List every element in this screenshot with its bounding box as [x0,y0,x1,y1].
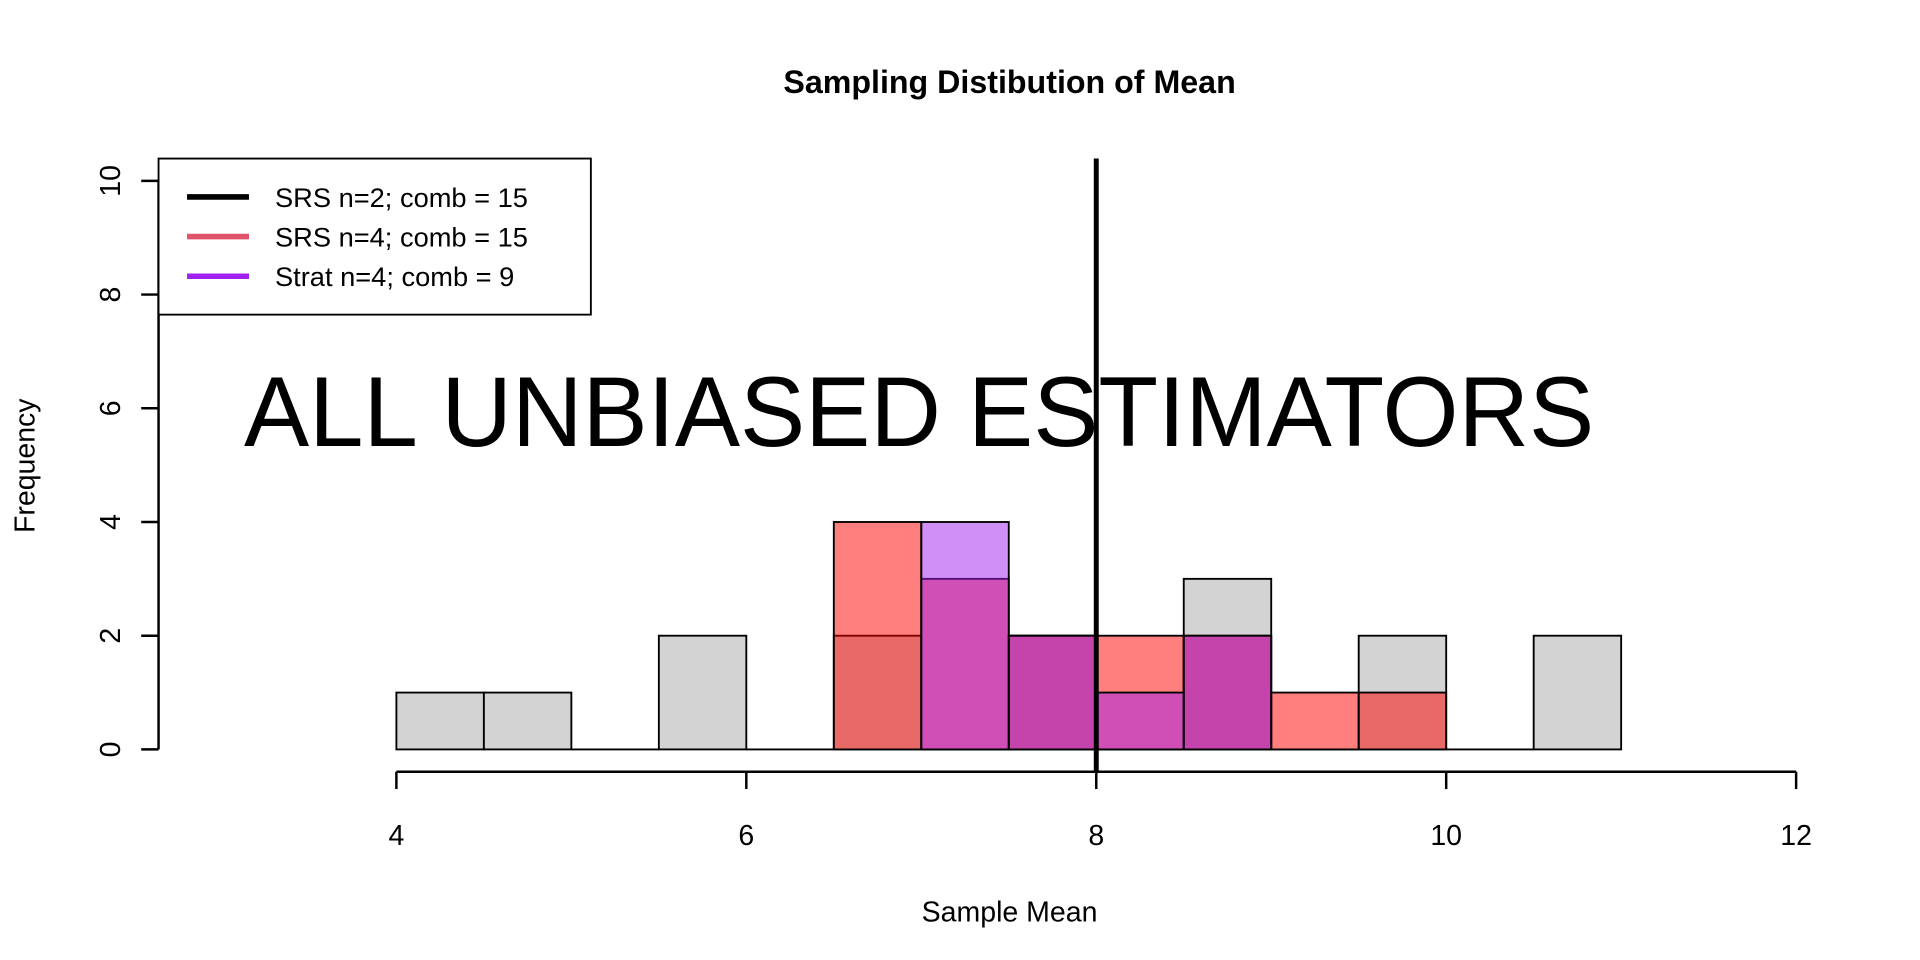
bar-series-1 [1270,691,1360,751]
legend-label: SRS n=4; comb = 15 [275,222,528,253]
bar-series-2 [1182,634,1273,751]
histogram-bars [395,521,1623,751]
x-tick-label: 4 [388,820,404,852]
bar-series-0 [657,634,748,751]
bar-series-0 [395,691,485,751]
x-axis-label: Sample Mean [922,897,1098,929]
annotation-text: ALL UNBIASED ESTIMATORS [244,356,1594,467]
bar-series-2 [920,521,1010,751]
bar-series-1 [1357,691,1448,751]
y-tick-label: 2 [95,628,127,644]
bar-series-2 [1095,691,1185,751]
x-tick-label: 6 [738,820,754,852]
x-tick-label: 10 [1430,820,1462,852]
y-tick-label: 4 [95,514,127,530]
bar-series-0 [1532,634,1623,751]
x-tick-label: 12 [1780,820,1812,852]
y-tick-label: 8 [95,287,127,303]
legend-label: Strat n=4; comb = 9 [275,261,514,292]
legend-label: SRS n=2; comb = 15 [275,182,528,213]
y-tick-label: 6 [95,400,127,416]
bar-series-2 [1007,634,1098,751]
legend: SRS n=2; comb = 15 SRS n=4; comb = 15 Stra… [157,157,592,316]
y-tick-label: 10 [95,165,127,197]
y-tick-label: 0 [95,741,127,757]
x-tick-label: 8 [1088,820,1104,852]
bar-series-0 [482,691,573,751]
y-axis-label: Frequency [10,398,42,533]
chart-title: Sampling Distibution of Mean [783,64,1235,100]
bar-series-1 [832,521,923,751]
